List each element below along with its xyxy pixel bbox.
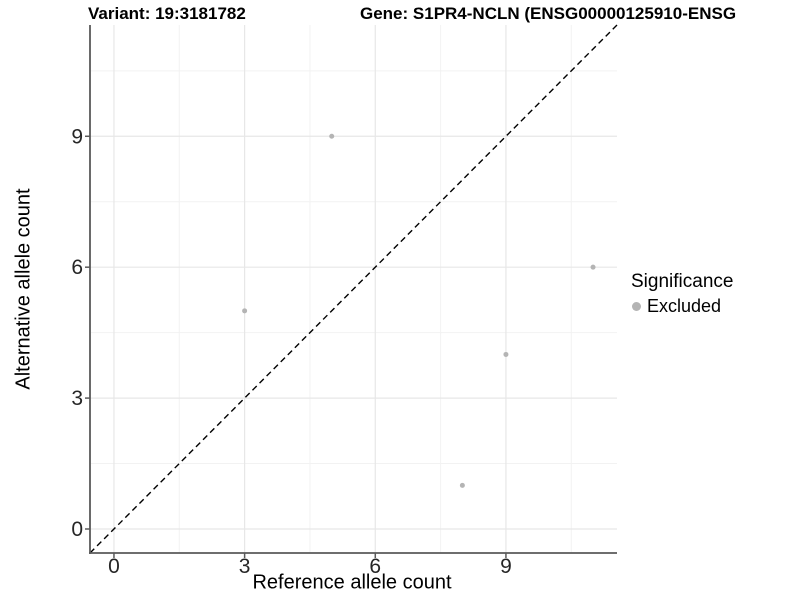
data-point [329,133,335,139]
y-axis-title: Alternative allele count [12,188,35,390]
y-tick-label: 0 [71,518,83,541]
x-tick-label: 6 [369,555,381,578]
legend-point-icon [632,302,641,311]
identity-reference-line [89,24,618,554]
x-axis-title: Reference allele count [252,571,452,594]
x-tick-label: 9 [500,555,512,578]
legend: Significance Excluded [631,270,733,317]
y-tick-label: 9 [71,125,83,148]
data-point [242,308,248,314]
legend-entry-excluded: Excluded [631,296,733,317]
plot-title-variant: Variant: 19:3181782 [88,4,246,23]
x-tick-label: 3 [239,555,251,578]
data-point [590,264,596,270]
legend-entry-label: Excluded [647,296,722,316]
x-tick-label: 0 [108,555,120,578]
data-point [503,351,509,357]
plot-title-gene: Gene: S1PR4-NCLN (ENSG00000125910-ENSG [360,4,737,23]
data-point [459,482,465,488]
y-tick-label: 6 [71,256,83,279]
y-tick-label: 3 [71,387,83,410]
legend-title: Significance [631,271,734,292]
